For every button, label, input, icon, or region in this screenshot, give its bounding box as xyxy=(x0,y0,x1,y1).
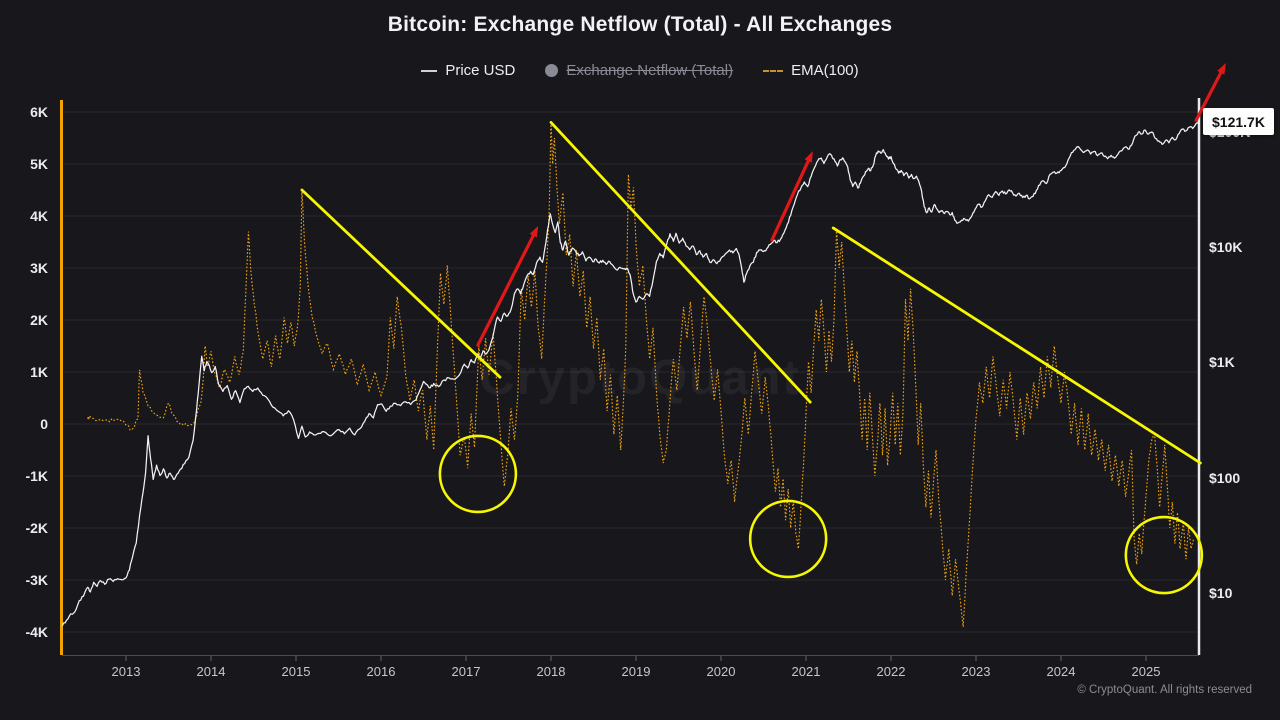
x-axis-tick-label: 2022 xyxy=(876,664,906,679)
netflow-circle-marker-icon xyxy=(545,64,559,77)
copyright-note: © CryptoQuant. All rights reserved xyxy=(1077,684,1252,696)
legend-item-price-usd[interactable]: Price USD xyxy=(421,62,515,79)
x-axis-tick-label: 2023 xyxy=(961,664,991,679)
x-axis-tick-label: 2024 xyxy=(1046,664,1076,679)
left-axis-tick: 1K xyxy=(30,364,48,380)
x-axis-tick-label: 2017 xyxy=(451,664,481,679)
circle-annotation-1 xyxy=(438,434,518,514)
left-axis-tick: 0 xyxy=(40,416,48,432)
cryptoquant-watermark: CryptoQuant xyxy=(479,351,801,405)
right-axis-tick: $1K xyxy=(1209,354,1235,370)
page-title: Bitcoin: Exchange Netflow (Total) - All … xyxy=(387,13,893,36)
arrow-head-3 xyxy=(1217,62,1226,75)
legend-item-exchange-netflow[interactable]: Exchange Netflow (Total) xyxy=(545,62,733,79)
x-axis-tick-label: 2015 xyxy=(281,664,311,679)
legend-label: Price USD xyxy=(445,62,516,79)
arrow-annotation-3 xyxy=(1194,71,1223,122)
right-axis-tick: $100 xyxy=(1209,469,1241,486)
left-axis-tick: -1K xyxy=(25,468,48,484)
left-axis-tick: -3K xyxy=(25,572,48,588)
x-axis-tick-label: 2025 xyxy=(1131,664,1161,679)
x-axis-tick-label: 2014 xyxy=(196,664,226,679)
trendline-annotation-3 xyxy=(831,226,1202,465)
arrow-annotation-2 xyxy=(770,159,810,242)
price-line xyxy=(61,120,1200,627)
arrow-head-2 xyxy=(804,151,813,163)
x-axis-tick-label: 2013 xyxy=(111,664,141,679)
circle-annotation-3 xyxy=(1124,515,1204,595)
trendline-annotation-1 xyxy=(300,188,502,379)
arrow-head-1 xyxy=(529,225,539,238)
left-axis-tick: -4K xyxy=(25,624,48,640)
legend: Price USD Exchange Netflow (Total) EMA(1… xyxy=(0,62,1280,79)
x-axis-tick-label: 2020 xyxy=(706,664,736,679)
left-axis-tick: -2K xyxy=(25,520,48,536)
legend-label: EMA(100) xyxy=(791,62,859,79)
left-axis-tick: 2K xyxy=(30,312,48,328)
circle-annotation-2 xyxy=(748,499,828,579)
ema-dash-marker-icon xyxy=(763,69,784,72)
right-axis-tick: $10 xyxy=(1209,585,1233,601)
x-axis-tick-label: 2019 xyxy=(621,664,651,679)
trendline-annotation-2 xyxy=(549,121,812,404)
legend-label: Exchange Netflow (Total) xyxy=(566,62,734,79)
legend-item-ema100[interactable]: EMA(100) xyxy=(763,62,859,79)
price-line-marker-icon xyxy=(421,69,438,72)
left-axis-tick: 4K xyxy=(30,208,48,224)
last-price-badge: $121.7K xyxy=(1203,108,1274,135)
left-axis-tick: 3K xyxy=(30,260,48,276)
x-axis-tick-label: 2021 xyxy=(791,664,821,679)
x-axis-tick-label: 2016 xyxy=(366,664,396,679)
ema100-line xyxy=(87,122,1195,627)
arrow-annotation-1 xyxy=(476,234,535,347)
left-axis-tick: 5K xyxy=(30,156,48,172)
right-axis-tick: $10K xyxy=(1209,238,1243,255)
x-axis-tick-label: 2018 xyxy=(536,664,566,679)
left-axis-tick: 6K xyxy=(30,104,48,120)
